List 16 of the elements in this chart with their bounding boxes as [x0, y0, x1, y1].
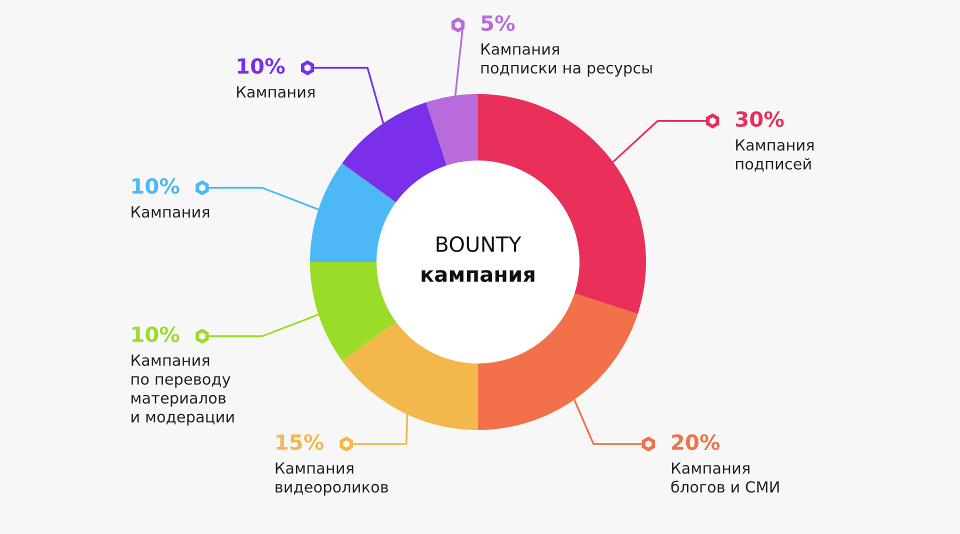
data-label: 20% [672, 434, 720, 450]
data-label: 15% [276, 434, 324, 450]
data-label: 30% [736, 111, 784, 127]
text: кампания [422, 270, 534, 282]
slice-label: Кампания блогов и СМИ [671, 462, 779, 493]
data-label: 10% [238, 58, 285, 74]
legend-label: Кампания видеороликов [276, 462, 388, 496]
legend-label: Кампания [237, 86, 314, 98]
slice-label: Кампания подписки на ресурсы [481, 43, 652, 77]
data-label: 10% [132, 178, 180, 194]
text: BOUNTY [436, 236, 522, 252]
slice-label: Кампания подписей [736, 139, 814, 172]
legend-label: Кампания [132, 206, 210, 218]
legend-label: Кампания по переводу материалов и модерации [132, 354, 234, 426]
data-label: 5% [482, 15, 515, 31]
data-label: 10% [132, 326, 180, 342]
